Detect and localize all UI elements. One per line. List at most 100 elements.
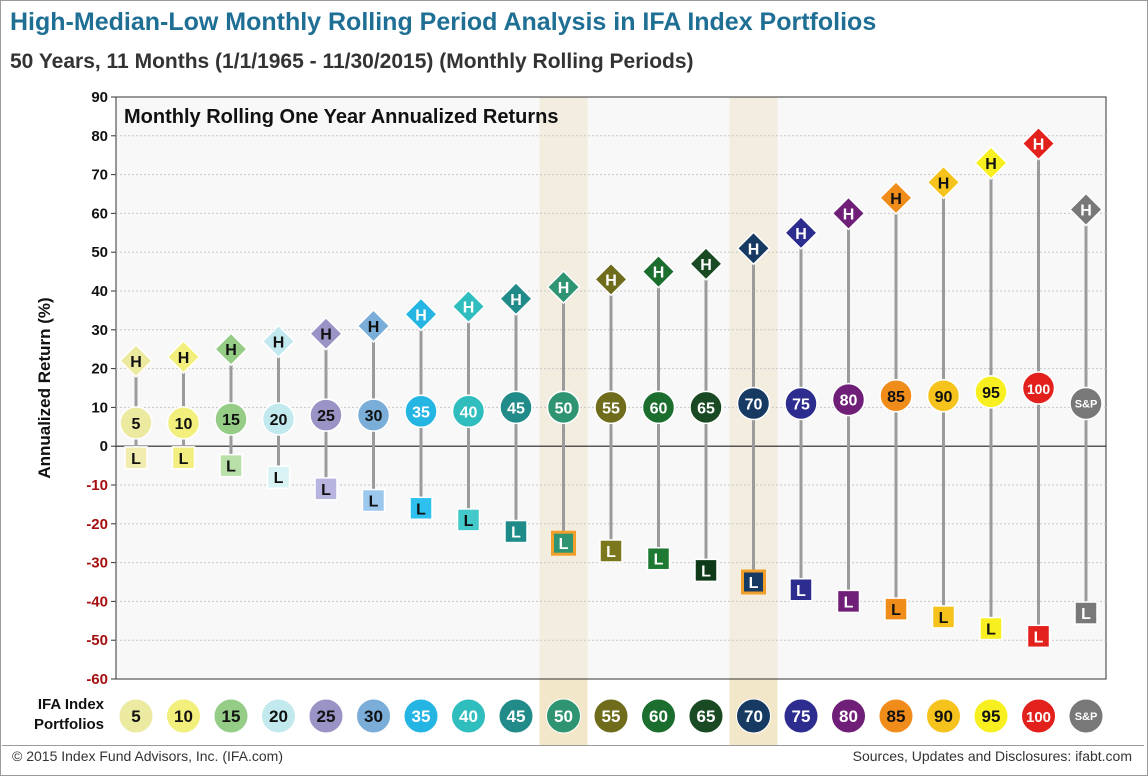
high-marker-label: H xyxy=(463,300,475,317)
high-marker xyxy=(451,289,486,324)
y-tick-label: -30 xyxy=(86,555,108,572)
median-marker xyxy=(404,394,438,429)
high-marker xyxy=(1068,192,1104,227)
series-group-50: H L 50 xyxy=(546,270,581,556)
high-marker xyxy=(403,297,439,332)
median-marker xyxy=(166,406,201,440)
portfolio-legend-85: 85 xyxy=(878,698,914,734)
portfolio-legend-circle xyxy=(546,698,581,734)
series-group-80: H L 80 xyxy=(831,196,866,614)
portfolio-legend-label: 20 xyxy=(269,707,288,726)
series-group-65: H L 65 xyxy=(688,246,724,583)
low-marker xyxy=(504,519,528,544)
portfolio-legend-circle xyxy=(308,698,344,734)
x-axis-label-line1: IFA Index xyxy=(38,696,105,713)
high-marker xyxy=(783,215,819,250)
portfolio-legend-circle xyxy=(593,698,629,734)
y-tick-label: -20 xyxy=(86,516,108,533)
median-marker xyxy=(641,390,676,425)
low-marker-label: L xyxy=(749,575,759,592)
low-marker xyxy=(409,496,433,521)
y-axis-label: Annualized Return (%) xyxy=(35,297,54,478)
series-group-95: H L 95 xyxy=(973,145,1009,641)
series-group-55: H L 55 xyxy=(593,262,629,563)
median-marker-label: 100 xyxy=(1027,381,1051,397)
median-marker-label: 30 xyxy=(365,408,383,425)
high-marker-label: H xyxy=(700,257,712,274)
median-marker-label: S&P xyxy=(1075,399,1098,411)
portfolio-legend-label: 85 xyxy=(887,707,906,726)
portfolio-legend-label: 5 xyxy=(131,707,140,726)
median-marker xyxy=(831,382,866,417)
portfolio-legend-55: 55 xyxy=(593,698,629,734)
low-marker-label: L xyxy=(891,602,901,619)
series-group-5: H L 5 xyxy=(118,343,154,470)
high-marker-label: H xyxy=(510,292,522,309)
y-tick-label: 80 xyxy=(91,128,108,145)
high-marker-label: H xyxy=(130,354,142,371)
y-axis: 90 80 70 60 50 40 30 20 10 0 -10 -20 -30 -40 -50 -60 xyxy=(86,89,116,688)
median-marker xyxy=(1021,371,1056,405)
high-marker xyxy=(1021,126,1056,161)
portfolio-legend-row: 5 10 15 20 25 30 35 40 45 50 55 60 65 70 75 80 85 90 95 100… xyxy=(118,698,1104,734)
median-marker-label: 35 xyxy=(412,404,430,421)
portfolio-legend-circle xyxy=(973,698,1009,734)
median-marker xyxy=(261,402,296,436)
y-tick-label: 40 xyxy=(91,283,108,300)
low-marker xyxy=(884,597,908,621)
low-marker xyxy=(646,546,671,571)
high-marker-label: H xyxy=(178,350,190,367)
portfolio-legend-60: 60 xyxy=(641,698,676,734)
y-tick-label: -10 xyxy=(86,477,108,494)
low-marker xyxy=(599,539,623,563)
portfolio-legend-50: 50 xyxy=(546,698,581,734)
low-marker-label: L xyxy=(179,451,189,468)
median-marker-label: 10 xyxy=(175,416,193,433)
portfolio-legend-label: 10 xyxy=(174,707,193,726)
median-marker-label: 40 xyxy=(460,404,478,421)
portfolio-legend-label: 35 xyxy=(412,707,431,726)
high-marker xyxy=(641,254,676,289)
low-marker-label: L xyxy=(844,594,854,611)
low-marker-label: L xyxy=(1081,606,1091,623)
series-group-20: H L 20 xyxy=(261,324,296,489)
y-tick-label: 0 xyxy=(100,438,108,455)
median-marker xyxy=(736,386,771,421)
portfolio-legend-label: 60 xyxy=(649,707,668,726)
high-marker-label: H xyxy=(890,191,902,208)
median-marker xyxy=(784,386,818,421)
high-marker-label: H xyxy=(415,307,427,324)
y-tick-label: 50 xyxy=(91,244,108,261)
median-marker-label: 90 xyxy=(935,389,953,406)
median-marker xyxy=(451,394,486,429)
low-marker xyxy=(314,477,338,501)
portfolio-legend-90: 90 xyxy=(926,698,961,734)
inner-chart-title: Monthly Rolling One Year Annualized Retu… xyxy=(124,106,559,128)
portfolio-legend-45: 45 xyxy=(498,698,534,734)
low-marker xyxy=(1026,624,1051,649)
high-marker xyxy=(688,246,724,281)
series-group-35: H L 35 xyxy=(403,297,439,521)
series-group-10: H L 10 xyxy=(166,339,201,470)
portfolio-legend-label: 55 xyxy=(602,707,621,726)
median-marker-label: 75 xyxy=(792,397,810,414)
low-marker-label: L xyxy=(226,459,236,476)
low-marker-label: L xyxy=(464,513,474,530)
portfolio-legend-circle xyxy=(213,698,249,734)
portfolio-legend-label: 90 xyxy=(934,707,953,726)
high-marker-label: H xyxy=(1080,203,1092,220)
portfolio-legend-35: 35 xyxy=(403,698,439,734)
median-marker-label: 85 xyxy=(887,389,905,406)
low-marker-label: L xyxy=(654,552,664,569)
high-marker-label: H xyxy=(273,334,285,351)
low-marker xyxy=(361,488,386,513)
portfolio-legend-label: 50 xyxy=(554,707,573,726)
series-group-75: H L 75 xyxy=(783,215,819,602)
portfolio-legend-15: 15 xyxy=(213,698,249,734)
series-group-40: H L 40 xyxy=(451,289,486,532)
portfolio-legend-circle xyxy=(403,698,439,734)
high-marker-label: H xyxy=(1033,137,1045,154)
portfolio-legend-label: 75 xyxy=(792,707,811,726)
low-marker xyxy=(266,465,291,489)
high-marker xyxy=(356,308,391,343)
